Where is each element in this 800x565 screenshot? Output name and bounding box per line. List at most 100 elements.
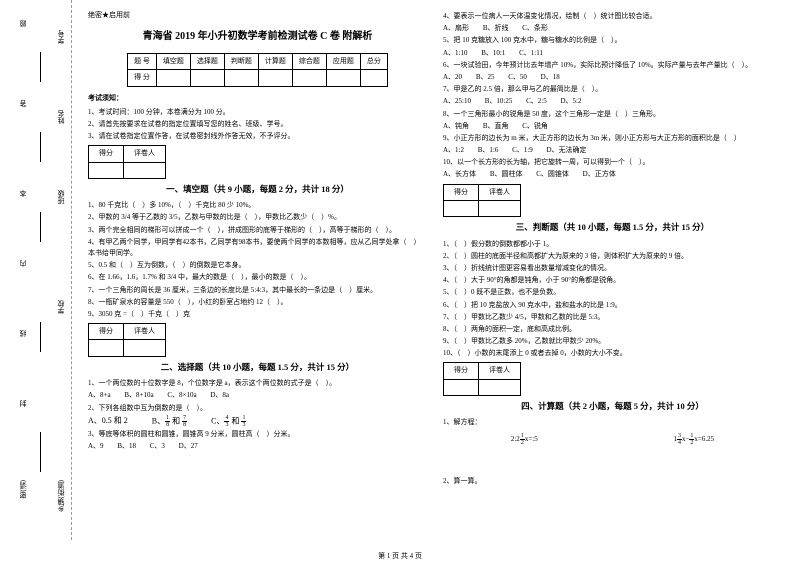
judge-q: 3、（ ）折线统计图更容易看出数量增减变化的情况。 [443, 263, 782, 274]
choice-opts: A、扇形 B、折线 C、条形 [443, 24, 560, 32]
choice-opts: A、20 B、25 C、50 D、18 [443, 73, 572, 81]
content-area: 绝密★启用前 青海省 2019 年小升初数学考前检测试卷 C 卷 附解析 题 号… [80, 10, 790, 540]
line [40, 432, 41, 472]
left-column: 绝密★启用前 青海省 2019 年小升初数学考前检测试卷 C 卷 附解析 题 号… [80, 10, 435, 540]
th: 应用题 [326, 54, 360, 70]
td[interactable] [258, 70, 292, 86]
judge-q: 7、（ ）甲数比乙数少 4/5，甲数和乙数的比是 5:3。 [443, 312, 782, 323]
td: 得分 [444, 184, 479, 200]
td[interactable] [326, 70, 360, 86]
choice-opts: A、9 B、18 C、3 D、27 [88, 442, 210, 450]
opt: A、9 [88, 442, 104, 450]
judge-q: 2、（ ）圆柱的底面半径和高都扩大为原来的 3 倍，则体积扩大为原来的 9 倍。 [443, 251, 782, 262]
th: 题 号 [128, 54, 157, 70]
choice-q: 1、一个两位数的十位数字是 8，个位数字是 a，表示这个两位数的式子是（ ）。 [88, 378, 427, 389]
choice-opts: A、8+a B、8+10a C、8×10a D、8a [88, 391, 241, 399]
exam-title: 青海省 2019 年小升初数学考前检测试卷 C 卷 附解析 [88, 29, 427, 45]
judge-q: 6、（ ）把 10 克盐放入 90 克水中，盐和盐水的比是 1:9。 [443, 300, 782, 311]
choice-opts-frac: A、0.5 和 2 B、18 和 78 C、43 和 13 [88, 415, 427, 428]
choice-q: 4、要表示一位病人一天体温变化情况，绘制（ ）统计图比较合适。 [443, 11, 782, 22]
td[interactable] [124, 162, 166, 178]
td[interactable] [124, 340, 166, 356]
table-row: 题 号 填空题 选择题 判断题 计算题 综合题 应用题 总分 [128, 54, 388, 70]
th: 综合题 [292, 54, 326, 70]
notice: 2、请首先按要求在试卷的指定位置填写您的姓名、班级、学号。 [88, 119, 427, 130]
opt: B、18 [117, 442, 136, 450]
td: 评卷人 [479, 184, 521, 200]
opt: C、8×10a [167, 391, 196, 399]
td[interactable] [89, 340, 124, 356]
line [40, 52, 41, 82]
label-studentid: 学号 [56, 30, 66, 44]
opt: D、27 [179, 442, 198, 450]
opt: C、圆锥体 [536, 170, 569, 178]
binding-sidebar: 学号 姓名 班级 学校 乡镇(街道) 题 答 本 内 线 封 密(请) [0, 0, 72, 540]
th: 选择题 [190, 54, 224, 70]
opt: C、条形 [522, 24, 548, 32]
choice-opts: A、1:2 B、1:6 C、1:9 D、无法确定 [443, 146, 599, 154]
judge-q: 4、（ ）大于 90°的角都是钝角，小于 90°的角都是锐角。 [443, 275, 782, 286]
section-choice-title: 二、选择题（共 10 小题，每题 1.5 分，共计 15 分） [88, 361, 427, 375]
choice-opts: A、25:10 B、10:25 C、2:5 D、5:2 [443, 97, 594, 105]
fill-q: 6、在 1.66，1.6，1.7% 和 3/4 中，最大的数是（ ），最小的数是… [88, 272, 427, 283]
td: 得 分 [128, 70, 157, 86]
choice-q: 10、以一个长方形的长为轴，把它旋转一周，可以得到一个（ ）。 [443, 157, 782, 168]
td[interactable] [292, 70, 326, 86]
page-footer: 第 1 页 共 4 页 [0, 551, 800, 561]
fill-q: 4、有甲乙两个同学，甲同学有42本书，乙同学有98本书，要使两个同学的本数相等，… [88, 237, 427, 259]
opt: B、10:25 [485, 97, 513, 105]
choice-opts: A、长方体 B、圆柱体 C、圆锥体 D、正方体 [443, 170, 628, 178]
fill-q: 8、一瓶矿泉水的容量是 550（ ），小红的卧室占地约 12（ ）。 [88, 297, 427, 308]
equation-row: 2:212x=:5 134x−12x=6.25 [443, 433, 782, 446]
opt: A、扇形 [443, 24, 469, 32]
opt: B、1:6 [478, 146, 499, 154]
fill-q: 2、甲数的 3/4 等于乙数的 3/5，乙数与甲数的比是（ ），甲数比乙数少（ … [88, 212, 427, 223]
choice-q: 6、一块试验田，今年预计比去年增产 10%，实际比预计降低了 10%。实际产量与… [443, 60, 782, 71]
exam-page: 学号 姓名 班级 学校 乡镇(街道) 题 答 本 内 线 封 密(请) 绝密★启… [0, 0, 800, 565]
opt: B、18 和 78 [152, 415, 187, 428]
choice-q: 9、小正方形的边长为 m 米，大正方形的边长为 3m 米，则小正方形与大正方形的… [443, 133, 782, 144]
fill-q: 5、0.5 和（ ）互为倒数，（ ）的倒数是它本身。 [88, 260, 427, 271]
td[interactable] [479, 200, 521, 216]
td[interactable] [444, 200, 479, 216]
td[interactable] [360, 70, 387, 86]
line [40, 132, 41, 162]
rater-table: 得分评卷人 [443, 362, 521, 395]
td[interactable] [479, 379, 521, 395]
notice-heading: 考试须知： [88, 93, 427, 104]
td: 评卷人 [124, 324, 166, 340]
opt: B、25 [476, 73, 495, 81]
choice-q: 5、把 10 克糖放入 100 克水中，糖与糖水的比例是（ ）。 [443, 35, 782, 46]
opt: A、1:10 [443, 49, 468, 57]
opt: A、1:2 [443, 146, 464, 154]
td: 评卷人 [479, 363, 521, 379]
gutter-text: 密(请) [18, 480, 28, 499]
rater-table: 得分评卷人 [88, 145, 166, 178]
td[interactable] [444, 379, 479, 395]
opt: B、直角 [483, 122, 509, 130]
fill-q: 9、3050 克 =（ ）千克（ ）克 [88, 309, 427, 320]
td[interactable] [190, 70, 224, 86]
gutter-text: 题 [18, 20, 28, 27]
opt: A、20 [443, 73, 462, 81]
td: 评卷人 [124, 146, 166, 162]
fill-q: 3、两个完全相同的梯形可以拼成一个（ ），拼成图形的底等于梯形的（ ），高等于梯… [88, 225, 427, 236]
opt: D、正方体 [583, 170, 616, 178]
right-column: 4、要表示一位病人一天体温变化情况，绘制（ ）统计图比较合适。 A、扇形 B、折… [435, 10, 790, 540]
gutter-text: 封 [18, 400, 28, 407]
judge-q: 5、（ ）0 既不是正数，也不是负数。 [443, 287, 782, 298]
opt: C、3 [150, 442, 165, 450]
opt: A、25:10 [443, 97, 471, 105]
td[interactable] [156, 70, 190, 86]
opt: A、8+a [88, 391, 111, 399]
opt: D、8a [210, 391, 229, 399]
td[interactable] [89, 162, 124, 178]
equation: 134x−12x=6.25 [673, 433, 714, 446]
notice: 1、考试时间：100 分钟，本卷满分为 100 分。 [88, 107, 427, 118]
gutter-text: 内 [18, 260, 28, 267]
secret-marker: 绝密★启用前 [88, 10, 427, 21]
line [40, 322, 41, 352]
opt: B、圆柱体 [490, 170, 523, 178]
td[interactable] [224, 70, 258, 86]
label-name: 姓名 [56, 110, 66, 124]
